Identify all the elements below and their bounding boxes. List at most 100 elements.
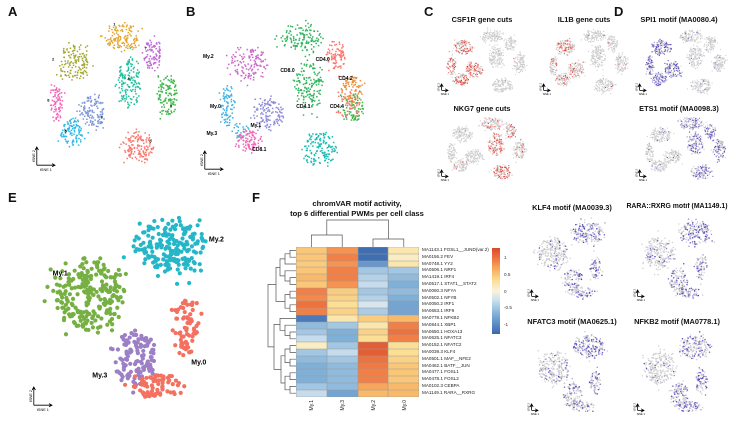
colorbar-tick-label: -0.5 [504,305,512,311]
heatmap-cell [357,294,389,302]
nfkb2-plot-title: NFKB2 motif (MA0778.1) [634,317,720,326]
heatmap-row-label: MA0501.1 MAF__NFE2 [422,355,471,361]
heatmap-cell [326,274,358,281]
heatmap-cell [388,287,420,295]
heatmap-row-label: MA1149.1 RARA__RXRG [422,389,476,395]
heatmap-cell [357,369,389,377]
cluster-label: My.0 [191,359,207,367]
heatmap-cell [357,253,389,261]
x-axis-label: tSNE 1 [208,172,220,176]
cluster-label: 7 [144,45,147,51]
heatmap-cell [296,287,327,295]
colorbar-tick-label: 0.5 [504,271,511,277]
cluster-label: 6 [100,114,103,120]
x-axis-label: tSNE 1 [639,92,648,96]
heatmap-cell [388,348,420,356]
x-axis-label: tSNE 1 [531,412,540,416]
heatmap-cell [388,260,420,268]
rara-rxrg-feature-plot: tSNE 1 tSNE 2 [630,214,728,304]
cluster-label: CD4.0 [315,56,330,63]
heatmap-cell [388,355,420,363]
ets1-plot-title: ETS1 motif (MA0098.3) [639,104,719,113]
heatmap-cell [357,274,389,281]
heatmap-row-label: MA0650.1 HOXA13 [422,328,463,334]
heatmap-cell [357,301,389,309]
heatmap-cell [357,348,389,356]
heatmap-cell [357,308,389,315]
heatmap-cell [357,328,389,336]
heatmap-row-label: MA0506.1 NRF1 [422,267,457,273]
scatter-canvas [630,328,728,418]
dendrogram [267,219,405,394]
rara-rxrg-plot-title: RARA::RXRG motif (MA1149.1) [626,203,728,210]
heatmap-cell [296,369,327,377]
heatmap-cell [357,355,389,363]
heatmap-row-label: MA0462.1 BATF__JUN [422,362,470,368]
heatmap-cell [388,376,420,383]
panel-c-label: C [424,4,434,19]
heatmap-cell [388,253,420,261]
heatmap-cell [296,321,327,329]
heatmap-cell [326,362,358,370]
y-axis-label: tSNE 2 [32,150,36,162]
y-axis-label: tSNE 2 [437,83,441,92]
heatmap-cell [296,267,327,275]
heatmap-cell [326,294,358,302]
spi1-plot-title: SPI1 motif (MA0080.4) [640,15,718,24]
heatmap-cell [326,389,358,397]
heatmap-cell [326,287,358,295]
scatter-canvas [524,328,622,418]
heatmap-cell [357,362,389,370]
heatmap-cell [326,267,358,275]
nfatc3-plot-title: NFATC3 motif (MA0625.1) [527,317,617,326]
heatmap-cell [326,247,358,254]
heatmap-cell [326,342,358,349]
heatmap-cell [296,362,327,370]
cluster-label: My.3 [206,131,218,138]
ets1-feature-plot: tSNE 1 tSNE 2 [632,114,730,184]
panel-a-label: A [8,4,18,19]
cluster-label: 2 [51,56,55,62]
heatmap-title-line1: chromVAR motif activity, [312,199,402,208]
il1b-plot-title: IL1B gene cuts [557,15,611,24]
heatmap-cell [296,355,327,363]
heatmap-grid [296,247,420,397]
cluster-label: 4 [127,76,130,82]
heatmap-cell [296,342,327,349]
y-axis-label: tSNE 2 [635,169,639,178]
heatmap-cell [296,247,327,254]
cluster-label: CD8.0 [280,68,295,75]
heatmap-row-label: MA0748.1 YY2 [422,260,453,266]
scatter-canvas [524,214,622,304]
heatmap-cell [357,280,389,288]
chromvar-heatmap-panel: chromVAR motif activity, top 6 different… [252,190,534,427]
nfkb2-feature-plot: tSNE 1 tSNE 2 [630,328,728,418]
il1b-feature-plot: tSNE 1 tSNE 2 [536,26,632,98]
cluster-label: 0 [149,138,152,144]
heatmap-cell [296,280,327,288]
heatmap-cell [296,260,327,268]
heatmap-row-label: MA0050.2 IRF1 [422,301,455,307]
cluster-label: CD4.4 [329,103,344,110]
panel-b-label: B [186,4,196,19]
heatmap-row-label: MA0156.2 FEV [422,253,454,259]
cluster-label: My.2 [208,236,224,244]
nfatc3-feature-plot: tSNE 1 tSNE 2 [524,328,622,418]
y-axis-label: tSNE 2 [635,83,639,92]
panel-e-tsne-plot: My.1 My.2 My.3 My.0 tSNE 1 tSNE 2 [25,202,245,414]
heatmap-colorbar [492,248,500,334]
panel-a-tsne-plot: 1 7 3 4 0 2 8 6 5 tSNE 1 tSNE 2 [28,16,185,174]
heatmap-cell [357,321,389,329]
scatter-canvas [25,202,245,414]
heatmap-cell [388,280,420,288]
heatmap-cell [357,260,389,268]
nkg7-plot-title: NKG7 gene cuts [453,104,511,113]
